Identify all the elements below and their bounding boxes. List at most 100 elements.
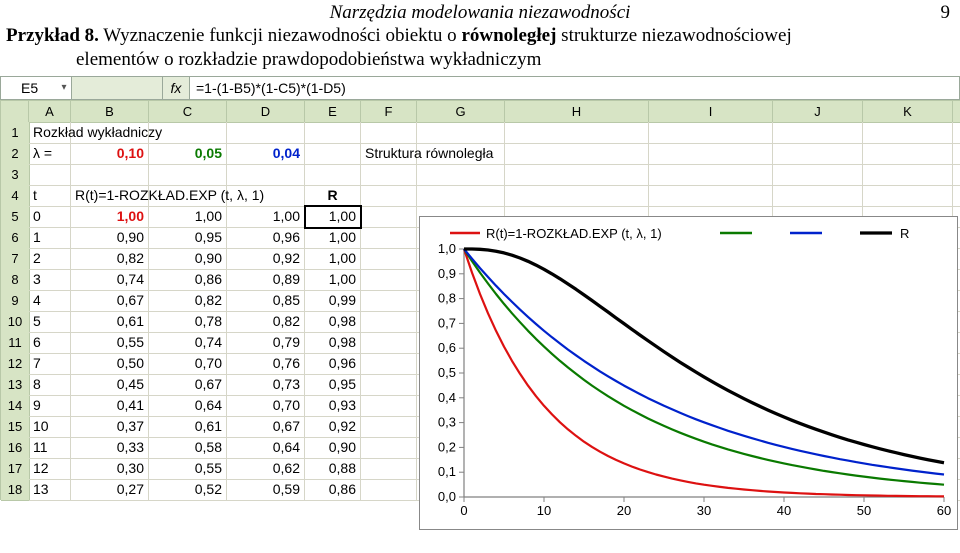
cell[interactable]: 4 bbox=[29, 290, 71, 312]
cell[interactable]: 1,00 bbox=[305, 269, 361, 291]
cell[interactable]: 0,95 bbox=[305, 374, 361, 396]
cell[interactable]: 0,41 bbox=[71, 395, 149, 417]
cell[interactable] bbox=[953, 122, 960, 144]
cell[interactable] bbox=[361, 311, 417, 333]
cell[interactable] bbox=[863, 143, 953, 165]
cell[interactable] bbox=[953, 164, 960, 186]
cell[interactable]: 0,61 bbox=[71, 311, 149, 333]
cell[interactable]: 0,98 bbox=[305, 311, 361, 333]
column-header[interactable]: D bbox=[227, 101, 305, 123]
cell[interactable]: 0,05 bbox=[149, 143, 227, 165]
cell[interactable]: 0,88 bbox=[305, 458, 361, 480]
column-header[interactable]: I bbox=[649, 101, 773, 123]
cell[interactable]: 0,73 bbox=[227, 374, 305, 396]
row-header[interactable]: 18 bbox=[1, 479, 30, 501]
cell[interactable]: Struktura równoległa bbox=[361, 143, 417, 165]
cell[interactable]: 0,92 bbox=[227, 248, 305, 270]
row-header[interactable]: 10 bbox=[1, 311, 30, 333]
row-header[interactable]: 4 bbox=[1, 185, 30, 207]
row-header[interactable]: 1 bbox=[1, 122, 30, 144]
cell[interactable]: 0,82 bbox=[149, 290, 227, 312]
cell[interactable] bbox=[361, 269, 417, 291]
cell[interactable] bbox=[227, 122, 305, 144]
row-header[interactable]: 14 bbox=[1, 395, 30, 417]
cell[interactable]: 0,55 bbox=[149, 458, 227, 480]
row-header[interactable]: 6 bbox=[1, 227, 30, 249]
cell[interactable]: 10 bbox=[29, 416, 71, 438]
row-header[interactable]: 13 bbox=[1, 374, 30, 396]
column-header[interactable]: F bbox=[361, 101, 417, 123]
column-header[interactable]: C bbox=[149, 101, 227, 123]
cell[interactable] bbox=[863, 164, 953, 186]
row-header[interactable]: 17 bbox=[1, 458, 30, 480]
cell[interactable]: 0,27 bbox=[71, 479, 149, 501]
cell[interactable]: t bbox=[29, 185, 71, 207]
cell[interactable]: λ = bbox=[29, 143, 71, 165]
cell[interactable] bbox=[361, 185, 417, 207]
cell[interactable]: 0,92 bbox=[305, 416, 361, 438]
cell[interactable]: 0,67 bbox=[71, 290, 149, 312]
cell[interactable]: 0,86 bbox=[305, 479, 361, 501]
cell[interactable]: 12 bbox=[29, 458, 71, 480]
row-header[interactable]: 7 bbox=[1, 248, 30, 270]
cell[interactable] bbox=[417, 122, 505, 144]
row-header[interactable]: 11 bbox=[1, 332, 30, 354]
cell[interactable]: 0,45 bbox=[71, 374, 149, 396]
cell[interactable]: 0,99 bbox=[305, 290, 361, 312]
cell[interactable] bbox=[505, 164, 649, 186]
cell[interactable] bbox=[773, 164, 863, 186]
cell[interactable]: 11 bbox=[29, 437, 71, 459]
cell[interactable]: 0,90 bbox=[71, 227, 149, 249]
cell[interactable]: 9 bbox=[29, 395, 71, 417]
cell[interactable]: 0,76 bbox=[227, 353, 305, 375]
cell[interactable]: Rozkład wykładniczy bbox=[29, 122, 71, 144]
cell[interactable] bbox=[361, 437, 417, 459]
cell[interactable]: 13 bbox=[29, 479, 71, 501]
cell[interactable] bbox=[417, 164, 505, 186]
cell[interactable]: 1,00 bbox=[227, 206, 305, 228]
cell[interactable] bbox=[417, 185, 505, 207]
cell[interactable] bbox=[953, 143, 960, 165]
column-header[interactable]: E bbox=[305, 101, 361, 123]
cell[interactable] bbox=[649, 185, 773, 207]
cell[interactable]: 0,61 bbox=[149, 416, 227, 438]
formula-input[interactable]: =1-(1-B5)*(1-C5)*(1-D5) bbox=[190, 77, 959, 99]
cell[interactable] bbox=[361, 353, 417, 375]
cell[interactable] bbox=[361, 374, 417, 396]
namebox-dropdown-icon[interactable]: ▾ bbox=[57, 82, 71, 93]
row-header[interactable]: 3 bbox=[1, 164, 30, 186]
cell[interactable]: 1 bbox=[29, 227, 71, 249]
cell[interactable]: 0,82 bbox=[71, 248, 149, 270]
column-header[interactable]: K bbox=[863, 101, 953, 123]
cell[interactable]: 0,10 bbox=[71, 143, 149, 165]
cell[interactable]: 0,86 bbox=[149, 269, 227, 291]
cell[interactable]: 6 bbox=[29, 332, 71, 354]
cell[interactable]: 0,64 bbox=[227, 437, 305, 459]
cell[interactable] bbox=[773, 122, 863, 144]
cell[interactable] bbox=[863, 122, 953, 144]
cell[interactable]: 0,70 bbox=[149, 353, 227, 375]
cell[interactable] bbox=[361, 164, 417, 186]
cell[interactable]: 5 bbox=[29, 311, 71, 333]
cell[interactable]: 0,85 bbox=[227, 290, 305, 312]
cell[interactable]: 0,93 bbox=[305, 395, 361, 417]
cell[interactable] bbox=[361, 416, 417, 438]
cell[interactable] bbox=[773, 185, 863, 207]
fx-icon[interactable]: fx bbox=[163, 77, 190, 99]
cell[interactable]: 1,00 bbox=[149, 206, 227, 228]
cell[interactable]: 2 bbox=[29, 248, 71, 270]
cell[interactable]: 0,52 bbox=[149, 479, 227, 501]
cell[interactable] bbox=[505, 122, 649, 144]
cell[interactable]: 0,90 bbox=[305, 437, 361, 459]
cell[interactable]: 0,04 bbox=[227, 143, 305, 165]
cell[interactable]: 0,82 bbox=[227, 311, 305, 333]
cell[interactable]: R bbox=[305, 185, 361, 207]
row-header[interactable]: 12 bbox=[1, 353, 30, 375]
row-header[interactable]: 16 bbox=[1, 437, 30, 459]
cell[interactable]: 0,78 bbox=[149, 311, 227, 333]
cell[interactable]: 0,95 bbox=[149, 227, 227, 249]
cell[interactable] bbox=[361, 458, 417, 480]
cell[interactable] bbox=[863, 185, 953, 207]
cell[interactable]: 0,74 bbox=[149, 332, 227, 354]
cell[interactable] bbox=[29, 164, 71, 186]
